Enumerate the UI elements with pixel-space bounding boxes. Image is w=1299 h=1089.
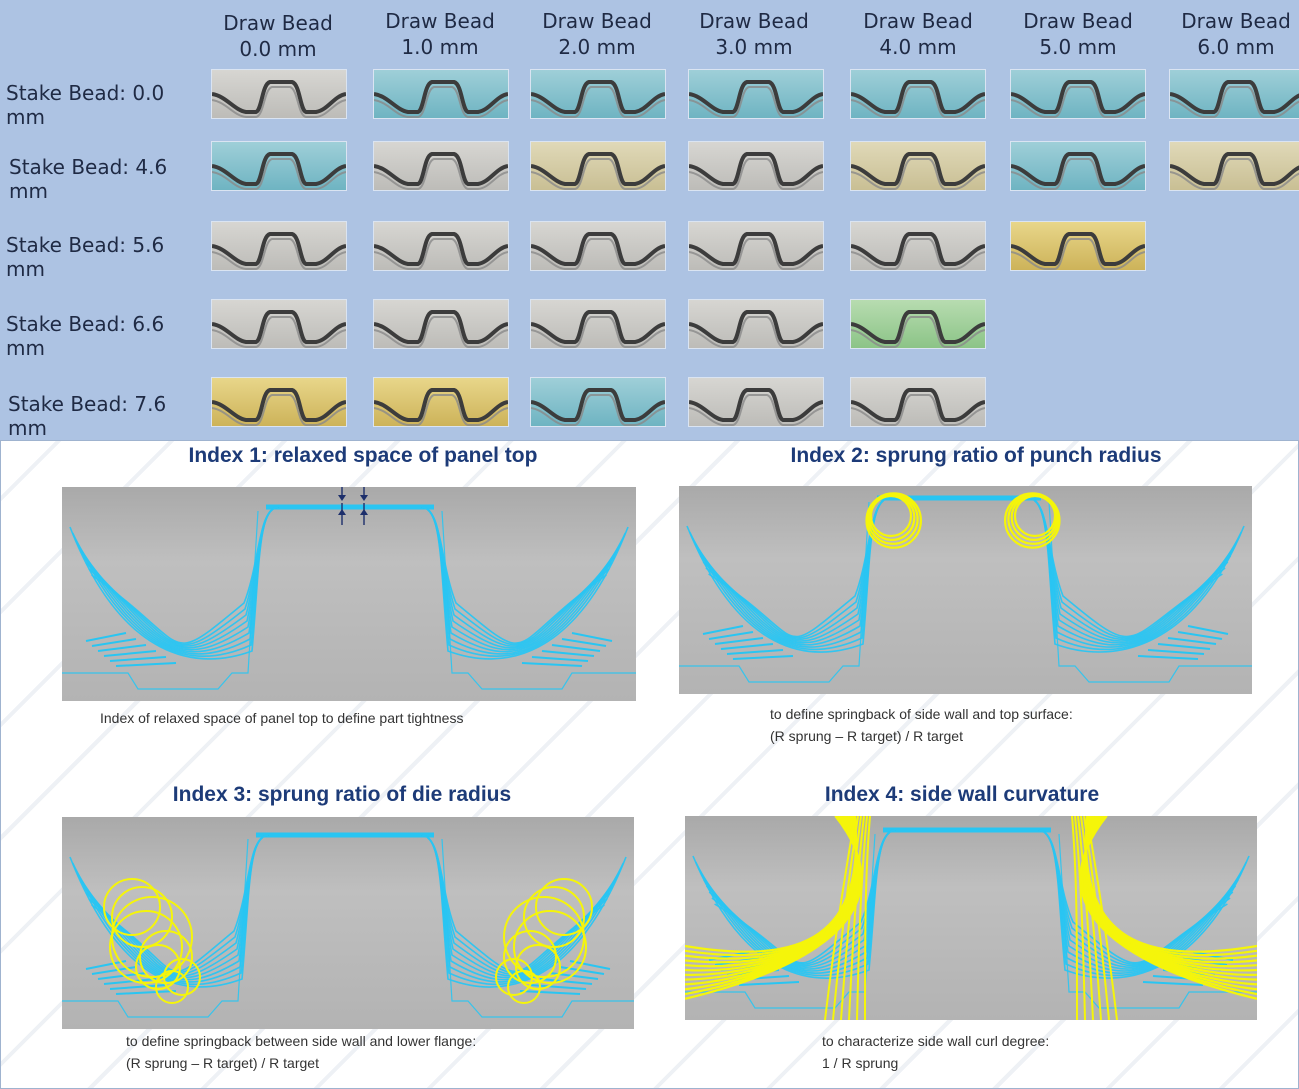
index-2-panel [679,486,1252,694]
index-4-formula: 1 / R sprung [822,1055,899,1071]
sample-photo [212,70,346,118]
index-4-caption: to characterize side wall curl degree: [822,1033,1050,1049]
sample-photo [531,142,665,190]
sample-photo [851,70,985,118]
sample-photo [374,70,508,118]
sample-photo [531,70,665,118]
sample-photo [212,378,346,426]
sample-photo [531,378,665,426]
row-label: Stake Bead: 7.6 mm [8,392,167,440]
sample-photo [1170,70,1299,118]
column-header: Draw Bead 0.0 mm [223,11,333,61]
index-3-caption: to define springback between side wall a… [126,1033,477,1049]
sample-photo [689,70,823,118]
sample-photo [689,142,823,190]
sample-photo [374,300,508,348]
index-1-title: Index 1: relaxed space of panel top [188,444,538,467]
sample-photo [212,300,346,348]
index-3-title: Index 3: sprung ratio of die radius [172,783,512,806]
index-3-formula: (R sprung – R target) / R target [126,1055,319,1071]
row-label: Stake Bead: 6.6 mm [6,312,165,360]
index-diagrams: Index 1: relaxed space of panel top Inde… [0,440,1299,1089]
sample-photo [851,378,985,426]
column-header: Draw Bead 2.0 mm [542,9,652,59]
sample-photo [212,142,346,190]
sample-photo [1011,222,1145,270]
sample-photo [212,222,346,270]
row-label: Stake Bead: 4.6 mm [9,155,168,203]
sample-photo [1170,142,1299,190]
column-header: Draw Bead 4.0 mm [863,9,973,59]
index-3-panel [62,817,634,1029]
row-label: Stake Bead: 0.0 mm [6,81,165,129]
sample-photo [689,378,823,426]
sample-photo [851,142,985,190]
sample-photo [689,222,823,270]
column-header: Draw Bead 3.0 mm [699,9,809,59]
index-1-caption: Index of relaxed space of panel top to d… [100,710,464,726]
sample-photo [374,222,508,270]
index-4-title: Index 4: side wall curvature [824,783,1100,806]
column-header: Draw Bead 1.0 mm [385,9,495,59]
row-label: Stake Bead: 5.6 mm [6,233,165,281]
sample-photo [689,300,823,348]
column-header: Draw Bead 6.0 mm [1181,9,1291,59]
index-2-caption: to define springback of side wall and to… [770,706,1073,722]
sample-photo [1011,142,1145,190]
index-1-panel [62,487,636,701]
sample-photo [374,142,508,190]
sample-photo [1011,70,1145,118]
sample-photo [531,300,665,348]
sample-photo [851,222,985,270]
sample-photo [374,378,508,426]
sample-matrix: Draw Bead 0.0 mm Draw Bead 1.0 mm Draw Bea… [0,0,1299,440]
sample-photo [851,300,985,348]
sample-photo [531,222,665,270]
index-4-panel [685,816,1257,1020]
index-2-title: Index 2: sprung ratio of punch radius [790,444,1162,467]
column-header: Draw Bead 5.0 mm [1023,9,1133,59]
index-2-formula: (R sprung – R target) / R target [770,728,963,744]
